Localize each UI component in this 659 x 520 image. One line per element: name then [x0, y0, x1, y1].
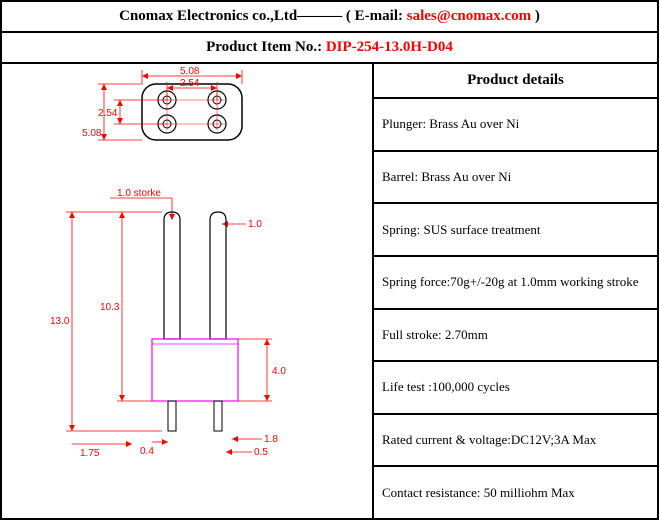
details-header: Product details — [374, 64, 657, 99]
dim-base-height: 4.0 — [272, 366, 286, 377]
dim-top-outer-h: 5.08 — [82, 128, 102, 139]
detail-row: Full stroke: 2.70mm — [374, 310, 657, 363]
email-link[interactable]: sales@cnomax.com — [407, 8, 531, 24]
detail-row: Plunger: Brass Au over Ni — [374, 99, 657, 152]
dim-pin-height: 10.3 — [100, 302, 120, 313]
detail-row: Rated current & voltage:DC12V;3A Max — [374, 415, 657, 468]
dim-tail-c: 0.5 — [254, 447, 268, 458]
dim-pin-dia: 1.0 — [248, 219, 262, 230]
dim-tail-b: 1.8 — [264, 434, 278, 445]
stroke-label: 1.0 storke — [117, 188, 161, 199]
item-label: Product Item No.: — [206, 39, 326, 55]
detail-row: Spring: SUS surface treatment — [374, 204, 657, 257]
company-header: Cnomax Electronics co.,Ltd——— ( E-mail: … — [2, 2, 657, 33]
item-number: DIP-254-13.0H-D04 — [326, 39, 453, 55]
dim-top-inner-w: 2.54 — [180, 78, 200, 89]
dim-tail-left: 1.75 — [80, 448, 100, 459]
technical-drawing: 5.08 2.54 2.54 — [2, 64, 372, 514]
detail-row: Spring force:70g+/-20g at 1.0mm working … — [374, 257, 657, 310]
email-label: ( E-mail: — [346, 8, 407, 24]
dim-body-height: 13.0 — [50, 316, 70, 327]
detail-row: Barrel: Brass Au over Ni — [374, 152, 657, 205]
detail-row: Life test :100,000 cycles — [374, 362, 657, 415]
dim-top-inner-h: 2.54 — [98, 108, 118, 119]
main-content: 5.08 2.54 2.54 — [2, 64, 657, 518]
diagram-column: 5.08 2.54 2.54 — [2, 64, 374, 518]
item-row: Product Item No.: DIP-254-13.0H-D04 — [2, 33, 657, 64]
detail-row: Contact resistance: 50 milliohm Max — [374, 467, 657, 518]
details-column: Product details Plunger: Brass Au over N… — [374, 64, 657, 518]
datasheet-container: Cnomax Electronics co.,Ltd——— ( E-mail: … — [0, 0, 659, 520]
company-name: Cnomax Electronics co.,Ltd——— — [119, 8, 342, 24]
email-close: ) — [535, 8, 540, 24]
dim-tail-a: 0.4 — [140, 446, 154, 457]
dim-top-outer-w: 5.08 — [180, 66, 200, 77]
